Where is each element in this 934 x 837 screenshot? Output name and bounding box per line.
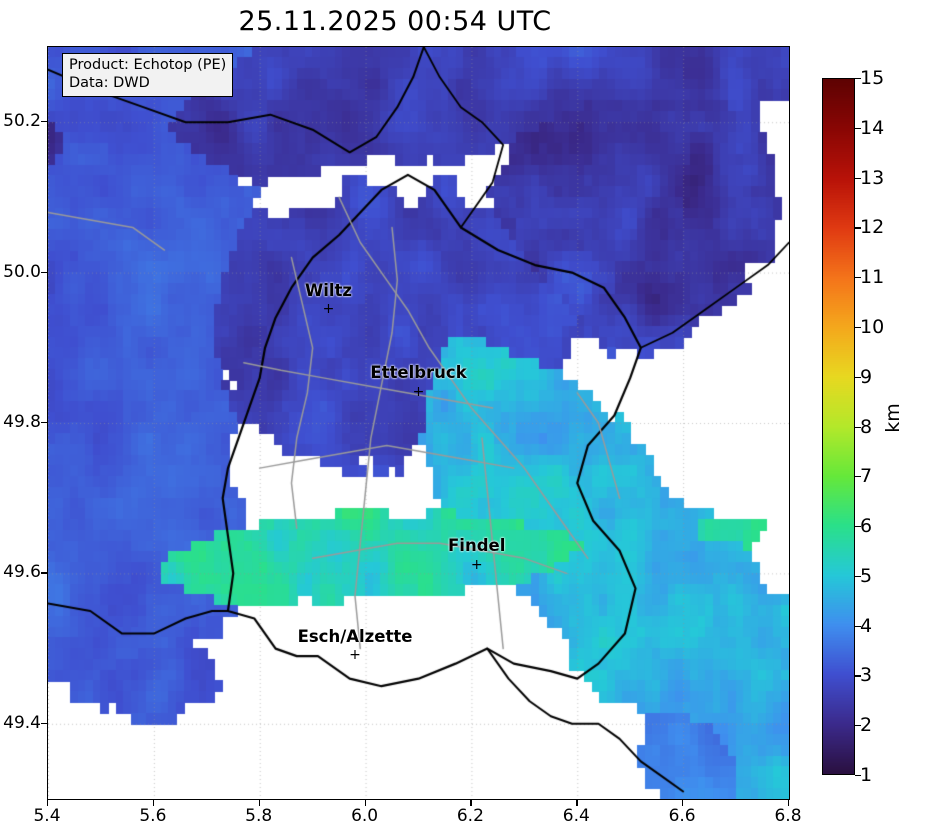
colorbar-tick-label: 9 <box>860 365 873 388</box>
colorbar-tick-mark <box>855 127 861 129</box>
x-axis-tick-mark <box>788 800 790 806</box>
colorbar-tick-mark <box>855 775 861 777</box>
colorbar-tick-mark <box>855 476 861 478</box>
x-axis-tick-label: 6.0 <box>351 806 379 826</box>
colorbar-tick-mark <box>855 625 861 627</box>
y-axis-tick-label: 50.0 <box>3 261 41 282</box>
colorbar-tick-label: 6 <box>860 515 873 538</box>
colorbar-tick-label: 7 <box>860 465 873 488</box>
colorbar-tick-mark <box>855 277 861 279</box>
colorbar-tick-label: 15 <box>860 67 885 89</box>
x-axis-tick-label: 5.6 <box>139 806 167 826</box>
city-name: Esch/Alzette <box>297 626 413 646</box>
colorbar-tick-label: 8 <box>860 415 873 438</box>
colorbar <box>822 78 855 775</box>
product-info-box: Product: Echotop (PE) Data: DWD <box>62 53 234 98</box>
colorbar-tick-mark <box>855 526 861 528</box>
x-axis-tick-label: 6.2 <box>456 806 484 826</box>
city-name: Wiltz <box>304 280 353 300</box>
city-label-layer: Wiltz + Ettelbruck + Findel + Esch/Alzette + <box>48 47 789 799</box>
city-name: Ettelbruck <box>370 363 467 383</box>
x-axis-tick-label: 5.4 <box>33 806 61 826</box>
colorbar-tick-label: 13 <box>860 166 885 189</box>
colorbar-tick-label: 10 <box>860 315 885 338</box>
x-axis-tick-mark <box>258 800 260 806</box>
city-marker-icon: + <box>349 647 361 664</box>
city-marker-icon: + <box>470 556 483 573</box>
colorbar-tick-label: 5 <box>860 564 873 587</box>
city-name: Findel <box>448 536 506 556</box>
city-marker-icon: + <box>412 383 425 400</box>
colorbar-gradient <box>823 79 854 774</box>
y-axis-tick-label: 49.6 <box>3 562 41 583</box>
product-line: Product: Echotop (PE) <box>69 57 227 73</box>
y-axis-tick-mark <box>41 572 47 574</box>
y-axis-tick-label: 49.8 <box>3 412 41 432</box>
colorbar-tick-label: 4 <box>860 614 873 637</box>
y-axis-tick-mark <box>41 422 47 424</box>
x-axis-tick-mark <box>47 800 49 806</box>
city-label-findel: Findel + <box>448 538 505 572</box>
x-axis-tick-mark <box>576 800 578 806</box>
colorbar-tick-mark <box>855 78 861 80</box>
colorbar-tick-label: 12 <box>860 216 885 239</box>
colorbar-tick-mark <box>855 675 861 677</box>
data-source-line: Data: DWD <box>69 74 150 91</box>
colorbar-tick-label: 11 <box>860 266 885 289</box>
colorbar-tick-mark <box>855 326 861 329</box>
colorbar-tick-mark <box>855 725 861 727</box>
y-axis-tick-mark <box>41 271 47 273</box>
map-plot-area[interactable]: Wiltz + Ettelbruck + Findel + Esch/Alzette + Pr… <box>47 46 790 800</box>
city-label-ettelbruck: Ettelbruck + <box>370 365 466 399</box>
colorbar-tick-label: 2 <box>860 714 873 737</box>
colorbar-tick-mark <box>855 376 861 378</box>
y-axis-tick-mark <box>41 121 47 123</box>
country-border-overlay <box>48 47 789 799</box>
x-axis-tick-mark <box>682 800 684 806</box>
colorbar-tick-mark <box>855 426 861 428</box>
colorbar-tick-mark <box>855 177 861 179</box>
x-axis-tick-mark <box>152 800 155 806</box>
x-axis-tick-label: 5.8 <box>245 806 273 826</box>
x-axis-tick-label: 6.8 <box>774 806 802 826</box>
colorbar-tick-mark <box>855 575 861 578</box>
x-axis-tick-label: 6.4 <box>562 806 590 826</box>
colorbar-tick-label: 1 <box>860 764 873 786</box>
x-axis-tick-label: 6.6 <box>668 806 696 826</box>
y-axis-tick-mark <box>41 722 47 725</box>
city-label-esch-alzette: Esch/Alzette + <box>297 626 413 664</box>
y-axis-tick-label: 50.2 <box>3 111 41 132</box>
city-marker-icon: + <box>322 301 335 318</box>
x-axis-tick-mark <box>470 800 472 806</box>
colorbar-unit-label: km <box>882 403 904 433</box>
colorbar-tick-mark <box>855 227 861 229</box>
x-axis-tick-mark <box>364 800 366 806</box>
colorbar-tick-label: 3 <box>860 664 873 687</box>
y-axis-tick-label: 49.4 <box>3 712 41 733</box>
colorbar-tick-label: 14 <box>860 116 885 139</box>
city-label-wiltz: Wiltz + <box>304 280 353 318</box>
page-title: 25.11.2025 00:54 UTC <box>238 6 552 37</box>
